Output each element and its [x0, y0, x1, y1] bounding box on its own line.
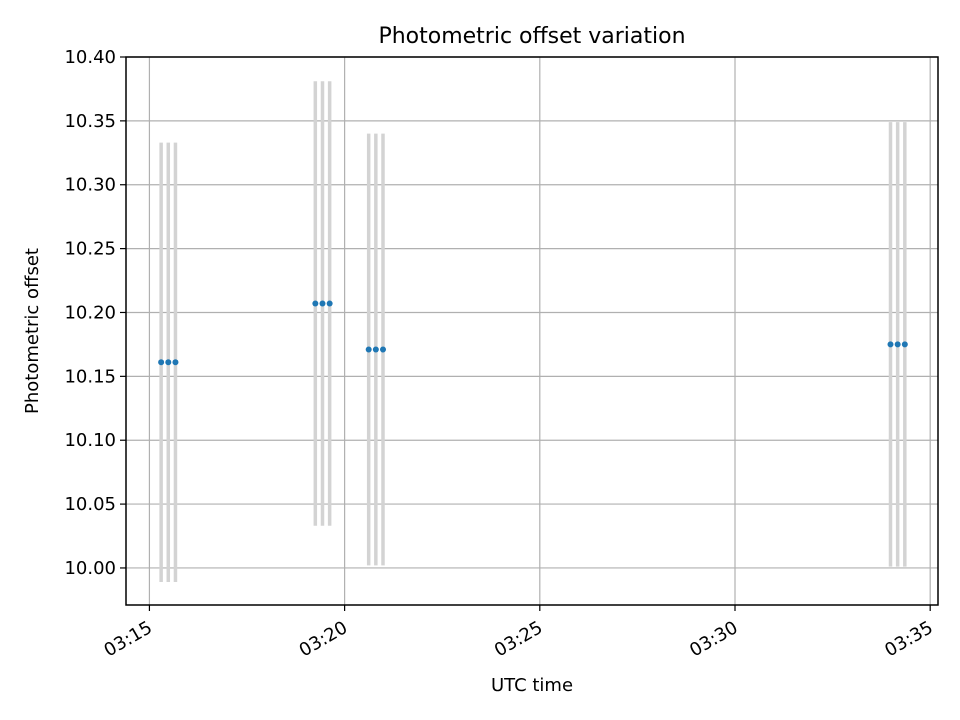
data-point: [319, 300, 326, 307]
data-point: [326, 300, 333, 307]
data-point: [894, 341, 901, 348]
y-tick-label: 10.00: [64, 558, 116, 579]
y-tick-label: 10.15: [64, 366, 116, 387]
data-point: [172, 359, 179, 366]
y-tick-label: 10.35: [64, 111, 116, 132]
data-point: [887, 341, 894, 348]
data-points: [158, 300, 908, 366]
data-point: [380, 346, 387, 353]
y-axis-label: Photometric offset: [22, 248, 43, 414]
plot-frame: [125, 56, 939, 606]
y-tick-label: 10.25: [64, 239, 116, 260]
y-axis-ticks: 10.00 10.05 10.10 10.15 10.20 10.25 10.30 10.35…: [64, 47, 126, 579]
y-tick-label: 10.40: [64, 47, 116, 68]
x-axis-label: UTC time: [491, 675, 573, 696]
data-point: [165, 359, 172, 366]
chart-title: Photometric offset variation: [378, 24, 685, 49]
y-tick-label: 10.30: [64, 175, 116, 196]
data-point: [901, 341, 908, 348]
data-point: [158, 359, 165, 366]
data-point: [312, 300, 319, 307]
y-tick-label: 10.10: [64, 430, 116, 451]
y-tick-label: 10.20: [64, 302, 116, 323]
data-point: [372, 346, 379, 353]
y-tick-label: 10.05: [64, 494, 116, 515]
data-point: [365, 346, 372, 353]
